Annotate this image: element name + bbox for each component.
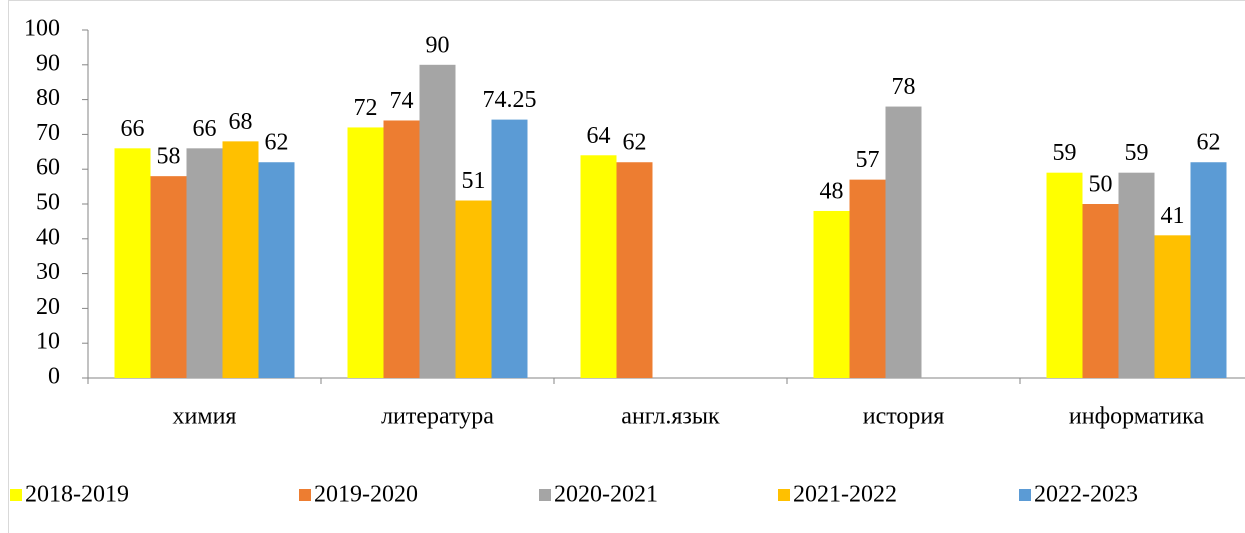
y-tick-label: 20 — [36, 294, 60, 320]
value-label: 90 — [426, 32, 450, 58]
y-tick-label: 10 — [36, 329, 60, 355]
value-label: 57 — [856, 147, 880, 173]
y-tick-label: 90 — [36, 50, 60, 76]
bar — [580, 155, 617, 378]
value-label: 59 — [1053, 140, 1077, 166]
legend-label: 2018-2019 — [25, 482, 129, 508]
y-tick-label: 0 — [48, 364, 60, 390]
value-label: 58 — [157, 144, 181, 170]
value-label: 74.25 — [483, 87, 537, 113]
x-tick-label: информатика — [1069, 404, 1205, 430]
value-label: 62 — [265, 130, 289, 156]
legend-label: 2021-2022 — [793, 482, 897, 508]
value-label: 66 — [121, 116, 145, 142]
bar — [491, 119, 528, 379]
value-label: 64 — [587, 123, 611, 149]
legend-swatch — [778, 489, 790, 501]
bar — [813, 210, 850, 378]
y-tick-label: 50 — [36, 190, 60, 216]
bar — [419, 64, 456, 379]
bar — [1118, 172, 1155, 378]
bar — [383, 120, 420, 378]
value-label: 62 — [1197, 130, 1221, 156]
y-tick-label: 30 — [36, 259, 60, 285]
y-tick-label: 40 — [36, 224, 60, 250]
value-label: 72 — [354, 95, 378, 121]
legend-label: 2020-2021 — [554, 482, 658, 508]
bar — [222, 141, 259, 378]
legend-swatch — [299, 489, 311, 501]
y-tick-label: 100 — [24, 16, 60, 42]
bar — [885, 106, 922, 378]
y-tick-label: 60 — [36, 155, 60, 181]
y-tick-label: 80 — [36, 85, 60, 111]
x-tick-label: химия — [173, 404, 237, 430]
value-label: 78 — [892, 74, 916, 100]
y-tick-label: 70 — [36, 120, 60, 146]
bar — [1046, 172, 1083, 378]
value-label: 59 — [1125, 140, 1149, 166]
legend-swatch — [1019, 489, 1031, 501]
bar — [849, 179, 886, 378]
chart-frame — [8, 0, 1245, 533]
value-label: 62 — [623, 130, 647, 156]
bar — [1082, 204, 1119, 378]
value-label: 68 — [229, 109, 253, 135]
bar — [150, 176, 187, 378]
value-label: 51 — [462, 168, 486, 194]
bar — [616, 162, 653, 378]
bar — [455, 200, 492, 378]
legend-swatch — [10, 489, 22, 501]
bar — [1154, 235, 1191, 378]
value-label: 50 — [1089, 172, 1113, 198]
legend-label: 2019-2020 — [314, 482, 418, 508]
x-tick-label: история — [863, 404, 945, 430]
bar — [258, 162, 295, 378]
value-label: 48 — [820, 178, 844, 204]
value-label: 41 — [1161, 203, 1185, 229]
legend-label: 2022-2023 — [1034, 482, 1138, 508]
x-tick-label: англ.язык — [621, 404, 720, 430]
value-label: 66 — [193, 116, 217, 142]
bar — [186, 148, 223, 378]
x-tick-label: литература — [381, 404, 494, 430]
bar — [114, 148, 151, 378]
legend-swatch — [539, 489, 551, 501]
bar — [347, 127, 384, 378]
value-label: 74 — [390, 88, 414, 114]
bar — [1190, 162, 1227, 378]
